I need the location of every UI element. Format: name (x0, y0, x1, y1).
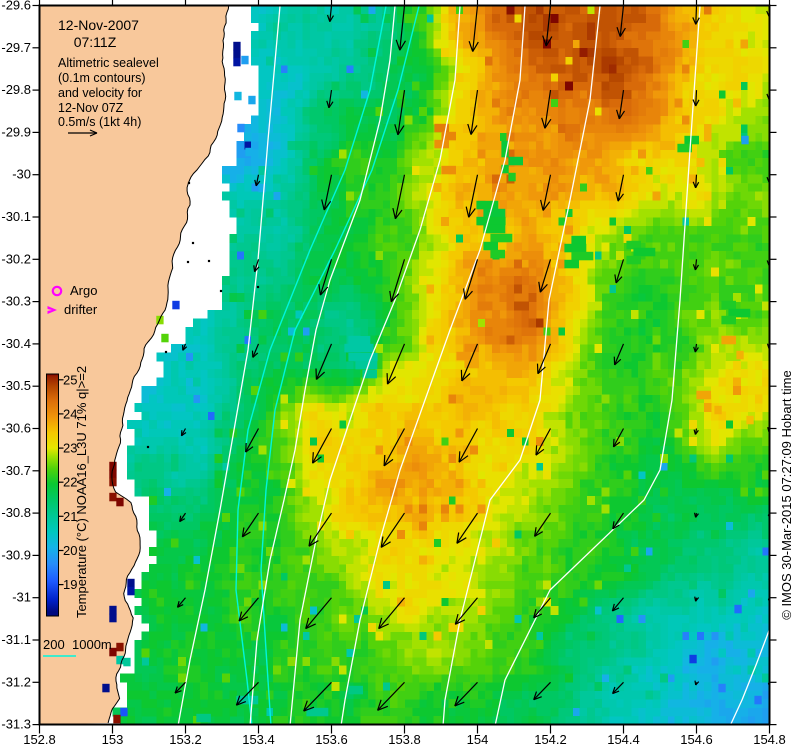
svg-text:154.2: 154.2 (534, 732, 567, 747)
svg-text:Argo: Argo (70, 283, 97, 298)
svg-text:-30.3: -30.3 (1, 294, 31, 309)
svg-text:-30.9: -30.9 (1, 547, 31, 562)
svg-text:-29.6: -29.6 (1, 0, 31, 13)
svg-text:-31.1: -31.1 (1, 632, 31, 647)
svg-text:153.4: 153.4 (242, 732, 275, 747)
svg-text:-30.8: -30.8 (1, 505, 31, 520)
svg-text:Temperature (°C) NOAA16_L3U 71: Temperature (°C) NOAA16_L3U 71% q|>=2 (74, 366, 89, 618)
svg-text:and velocity for: and velocity for (58, 86, 142, 100)
svg-text:0.5m/s (1kt 4h): 0.5m/s (1kt 4h) (58, 115, 141, 129)
svg-text:-31: -31 (12, 590, 31, 605)
svg-text:153.6: 153.6 (315, 732, 348, 747)
svg-text:153: 153 (102, 732, 124, 747)
svg-text:Altimetric sealevel: Altimetric sealevel (58, 56, 159, 70)
svg-text:drifter: drifter (64, 302, 98, 317)
svg-text:-30.4: -30.4 (1, 336, 31, 351)
svg-text:-30.5: -30.5 (1, 378, 31, 393)
svg-text:-31.3: -31.3 (1, 717, 31, 732)
svg-text:154.6: 154.6 (680, 732, 713, 747)
svg-text:-29.7: -29.7 (1, 40, 31, 55)
svg-text:(0.1m contours): (0.1m contours) (58, 71, 146, 85)
svg-text:200: 200 (43, 637, 65, 652)
svg-text:152.8: 152.8 (23, 732, 56, 747)
svg-text:-31.2: -31.2 (1, 674, 31, 689)
svg-text:12-Nov-2007: 12-Nov-2007 (58, 17, 139, 33)
svg-text:153.2: 153.2 (169, 732, 202, 747)
svg-text:-30.7: -30.7 (1, 463, 31, 478)
svg-text:© IMOS 30-Mar-2015 07:27:09 Ho: © IMOS 30-Mar-2015 07:27:09 Hobart time (779, 370, 794, 619)
svg-text:154.8: 154.8 (753, 732, 786, 747)
svg-text:-29.9: -29.9 (1, 124, 31, 139)
svg-text:07:11Z: 07:11Z (74, 34, 117, 50)
svg-text:12-Nov 07Z: 12-Nov 07Z (58, 101, 124, 115)
svg-text:153.8: 153.8 (388, 732, 421, 747)
svg-text:154: 154 (467, 732, 489, 747)
svg-text:154.4: 154.4 (607, 732, 640, 747)
svg-text:-30.2: -30.2 (1, 251, 31, 266)
svg-text:-29.8: -29.8 (1, 82, 31, 97)
svg-text:-30.1: -30.1 (1, 209, 31, 224)
svg-text:-30: -30 (12, 167, 31, 182)
svg-text:1000m: 1000m (72, 637, 112, 652)
svg-text:-30.6: -30.6 (1, 421, 31, 436)
